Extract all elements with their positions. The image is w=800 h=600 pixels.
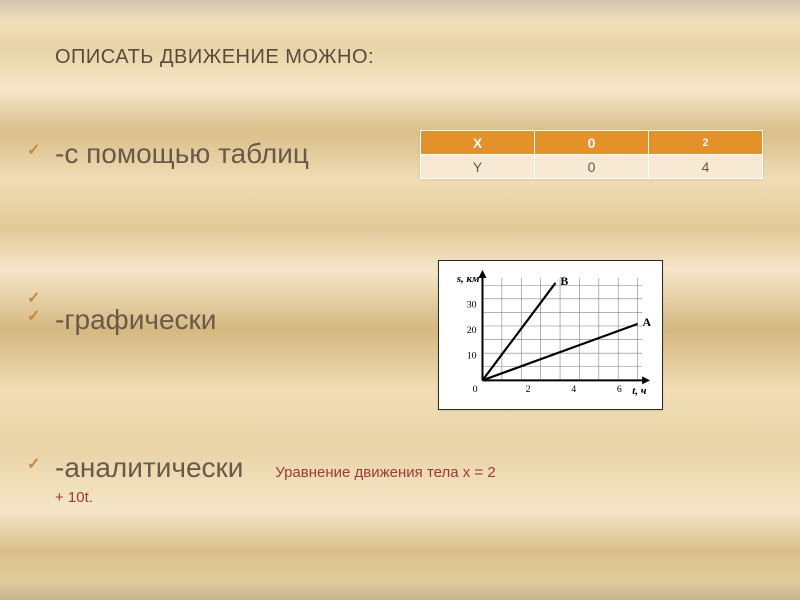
- table-header-cell: 2: [649, 131, 763, 155]
- svg-text:0: 0: [473, 384, 478, 395]
- slide-title: ОПИСАТЬ ДВИЖЕНИЕ МОЖНО:: [55, 46, 762, 69]
- table-header-cell: X: [421, 131, 535, 155]
- svg-text:20: 20: [467, 325, 477, 336]
- table-row: X 0 2: [421, 131, 763, 155]
- svg-text:s, км: s, км: [456, 273, 480, 285]
- equation-text: Уравнение движения тела x = 2: [275, 464, 495, 481]
- distance-time-chart: 2 4 6 10 20 30 0 t, ч s, км В А: [438, 260, 663, 410]
- svg-text:6: 6: [617, 384, 622, 395]
- bullet-analytic-text: -аналитически: [55, 452, 243, 483]
- svg-text:2: 2: [526, 384, 531, 395]
- chart-svg: 2 4 6 10 20 30 0 t, ч s, км В А: [447, 267, 654, 401]
- svg-text:10: 10: [467, 351, 477, 362]
- svg-text:4: 4: [571, 384, 576, 395]
- table-cell: Y: [421, 155, 535, 179]
- table-row: Y 0 4: [421, 155, 763, 179]
- svg-text:30: 30: [467, 299, 477, 310]
- bullet-analytic: -аналитически Уравнение движения тела x …: [55, 451, 762, 507]
- svg-text:t, ч: t, ч: [632, 385, 646, 397]
- xy-table: X 0 2 Y 0 4: [420, 130, 763, 179]
- svg-text:В: В: [560, 274, 568, 288]
- equation-cont: + 10t.: [55, 489, 762, 507]
- svg-text:А: А: [643, 315, 652, 329]
- table-header-cell: 0: [535, 131, 649, 155]
- table-cell: 4: [649, 155, 763, 179]
- table-cell: 0: [535, 155, 649, 179]
